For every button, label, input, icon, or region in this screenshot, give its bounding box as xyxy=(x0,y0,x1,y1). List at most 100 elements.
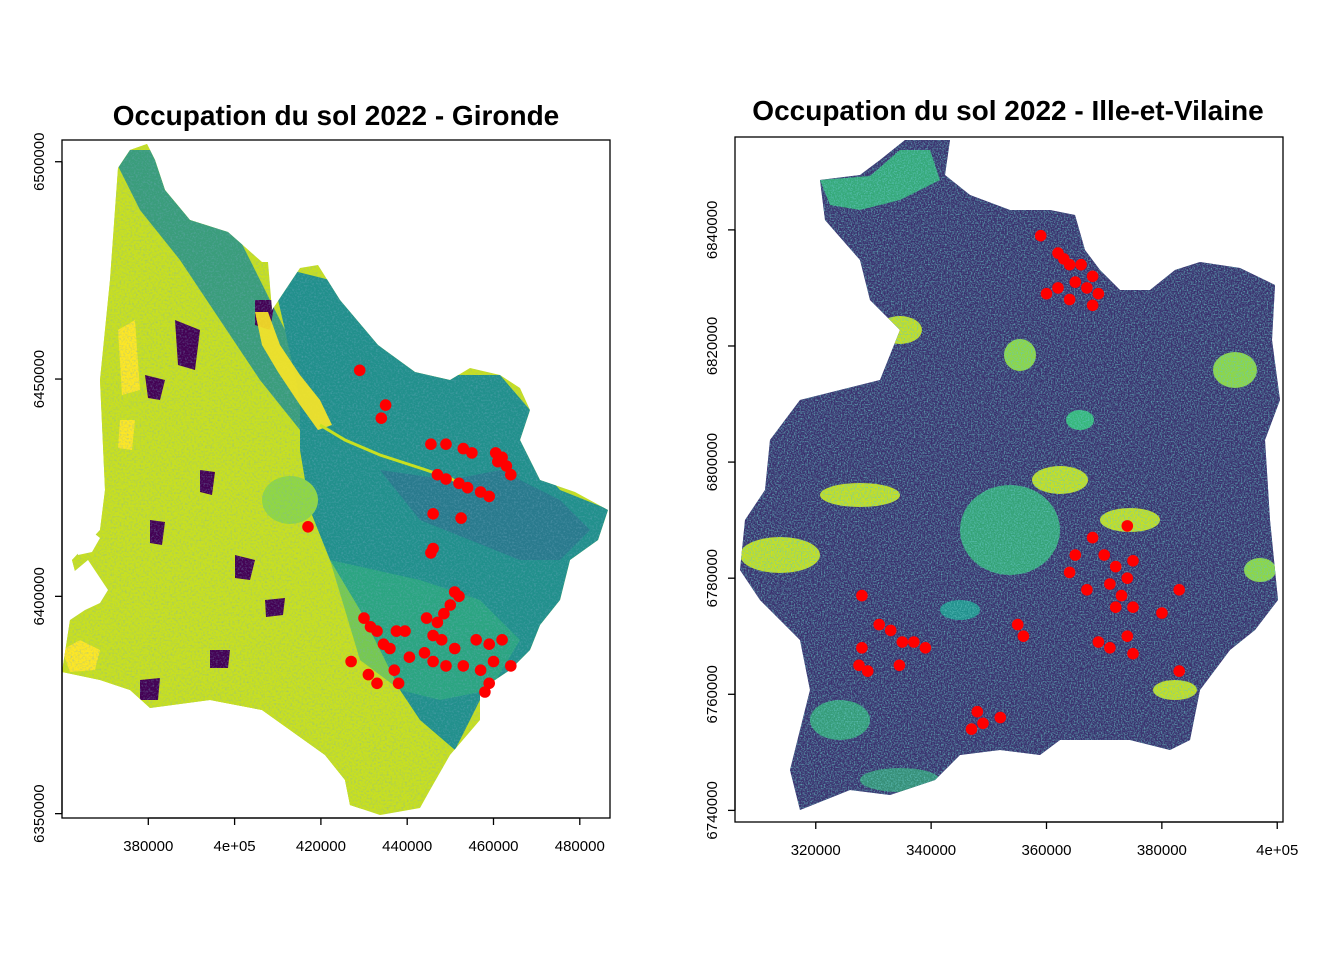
sample-point xyxy=(500,460,513,472)
sample-point xyxy=(358,612,370,624)
sample-point xyxy=(425,547,437,559)
sample-point xyxy=(856,642,868,654)
sample-point xyxy=(505,468,517,481)
sample-point xyxy=(302,521,314,533)
x-tick-label: 380000 xyxy=(123,838,173,855)
sample-point xyxy=(1069,276,1082,288)
arcachon-basin xyxy=(62,560,108,620)
sample-point xyxy=(483,638,496,650)
sample-point xyxy=(1121,630,1134,642)
sample-point xyxy=(431,468,444,481)
sample-point xyxy=(438,607,450,620)
sample-point xyxy=(1098,549,1110,561)
sample-point xyxy=(388,664,401,676)
sample-point xyxy=(1127,601,1139,613)
sample-point xyxy=(371,677,383,690)
sample-point xyxy=(1121,572,1134,584)
sample-point xyxy=(345,655,357,668)
sample-point xyxy=(487,655,500,668)
x-tick-label: 420000 xyxy=(296,838,346,855)
panel-title: Occupation du sol 2022 - Gironde xyxy=(113,100,560,131)
sample-point xyxy=(1034,229,1047,242)
sample-point xyxy=(457,442,470,455)
sample-point xyxy=(896,636,909,648)
sample-point xyxy=(431,616,444,629)
sample-point xyxy=(977,717,989,730)
sample-point xyxy=(375,412,388,425)
sample-point xyxy=(466,447,478,459)
sample-point xyxy=(379,399,392,411)
land-cover-raster xyxy=(62,144,608,815)
sample-point xyxy=(1086,531,1099,544)
x-tick-label: 4e+05 xyxy=(1256,842,1298,859)
x-tick-label: 360000 xyxy=(1021,842,1071,859)
sample-point xyxy=(440,438,452,451)
x-tick-label: 460000 xyxy=(468,838,518,855)
sample-point xyxy=(1081,584,1093,596)
sample-point xyxy=(908,636,920,648)
sample-point xyxy=(1069,549,1082,561)
x-tick-label: 320000 xyxy=(791,842,841,859)
y-tick-label: 6820000 xyxy=(704,317,721,375)
y-tick-label: 6740000 xyxy=(704,781,721,839)
sample-point xyxy=(1081,282,1093,294)
sample-point xyxy=(861,665,874,677)
sample-point xyxy=(483,490,496,503)
sample-point xyxy=(390,625,403,637)
sample-point xyxy=(1109,560,1122,573)
sample-point xyxy=(965,723,978,735)
sample-point xyxy=(427,629,439,642)
sample-point xyxy=(1127,555,1139,567)
sample-point xyxy=(492,455,504,468)
sample-point xyxy=(1011,618,1024,631)
sample-point xyxy=(1052,282,1064,294)
panel-ille-et-vilaine: Occupation du sol 2022 - Ille-et-Vilaine xyxy=(704,95,1298,859)
sample-points xyxy=(853,229,1185,735)
sample-point xyxy=(1121,520,1134,532)
sample-point xyxy=(453,590,465,603)
sample-point xyxy=(505,660,517,672)
sample-point xyxy=(853,659,865,672)
x-tick-label: 380000 xyxy=(1137,842,1187,859)
sample-point xyxy=(483,677,496,690)
sample-point xyxy=(479,686,491,698)
sample-point xyxy=(392,677,405,690)
panel-title: Occupation du sol 2022 - Ille-et-Vilaine xyxy=(752,95,1263,126)
panel-gironde: Occupation du sol 2022 - Gironde xyxy=(31,100,611,855)
sample-point xyxy=(994,711,1007,724)
sample-point xyxy=(420,612,433,624)
sample-point xyxy=(403,651,416,663)
sample-point xyxy=(418,647,431,659)
sample-point xyxy=(384,642,396,655)
sample-point xyxy=(435,634,448,646)
sample-point xyxy=(1127,647,1139,660)
sample-point xyxy=(1063,258,1076,271)
sample-point xyxy=(474,486,487,498)
sample-point xyxy=(1063,566,1076,579)
gironde-estuary xyxy=(255,312,332,430)
sample-point xyxy=(362,668,375,681)
sample-point xyxy=(448,642,461,655)
sample-point xyxy=(425,438,437,451)
sample-point xyxy=(1063,293,1076,306)
y-tick-label: 6800000 xyxy=(704,433,721,491)
sample-point xyxy=(1075,258,1087,271)
sample-point xyxy=(1017,630,1030,642)
y-tick-label: 6760000 xyxy=(704,665,721,723)
sample-point xyxy=(474,664,487,676)
y-tick-label: 6400000 xyxy=(31,567,48,625)
sample-point xyxy=(453,477,465,490)
sample-point xyxy=(399,625,411,637)
sample-point xyxy=(440,473,452,485)
x-tick-label: 340000 xyxy=(906,842,956,859)
sample-point xyxy=(1173,584,1185,596)
sample-point xyxy=(353,364,366,377)
sample-point xyxy=(1104,578,1116,590)
sample-point xyxy=(461,481,474,494)
y-tick-label: 6450000 xyxy=(31,350,48,408)
sample-point xyxy=(1092,287,1105,300)
sample-point xyxy=(455,512,467,524)
sample-point xyxy=(856,589,868,602)
sample-point xyxy=(470,634,483,646)
